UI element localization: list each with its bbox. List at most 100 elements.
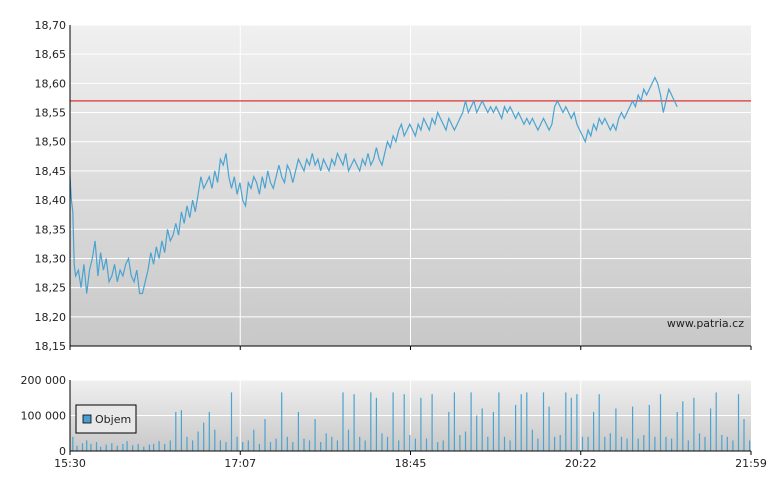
price-x-axis (69, 25, 752, 350)
volume-bar (203, 422, 205, 451)
price-y-tick-label: 18,20 (35, 311, 67, 324)
volume-bar (247, 440, 249, 451)
legend-swatch (82, 414, 92, 424)
volume-y-tick-label: 200 000 (21, 374, 67, 387)
volume-bar (320, 442, 322, 451)
volume-bar (381, 433, 383, 452)
volume-bar (308, 440, 311, 451)
volume-bar (95, 442, 98, 451)
volume-bar (643, 435, 645, 451)
volume-bar (498, 392, 500, 451)
volume-bar (626, 438, 628, 451)
volume-bar (76, 445, 78, 451)
price-line (69, 76, 678, 295)
price-y-tick-label: 18,25 (35, 282, 67, 295)
volume-bar (281, 392, 283, 451)
volume-y-axis: 0 100 000 200 000 (21, 374, 67, 458)
volume-bar (531, 429, 533, 451)
price-y-tick-label: 18,60 (35, 77, 67, 90)
volume-bar (671, 438, 673, 451)
volume-bar (111, 443, 113, 451)
volume-bar (442, 440, 444, 451)
volume-bar (620, 436, 623, 451)
volume-bar (676, 411, 678, 451)
price-y-tick-label: 18,35 (35, 223, 67, 236)
volume-bar (286, 436, 288, 451)
x-tick-label: 20:22 (565, 457, 597, 470)
volume-bar (425, 438, 428, 451)
volume-bar (520, 394, 522, 451)
volume-bar (659, 394, 662, 451)
volume-bar (604, 436, 606, 451)
volume-bar (487, 436, 489, 451)
volume-bar (253, 429, 255, 451)
x-tick-label: 15:30 (54, 457, 86, 470)
volume-bar (398, 440, 400, 451)
volume-bar (164, 443, 166, 451)
volume-bar (721, 435, 723, 451)
volume-bar (570, 397, 572, 452)
volume-bar (122, 443, 124, 451)
volume-bar (459, 435, 461, 451)
price-y-tick-label: 18,55 (35, 107, 67, 120)
volume-bar (698, 433, 701, 452)
volume-bar (126, 441, 128, 451)
volume-bar (526, 392, 528, 451)
volume-bar (347, 429, 350, 451)
volume-bar (169, 440, 171, 451)
volume-bar (464, 431, 467, 451)
price-y-tick-label: 18,40 (35, 194, 67, 207)
volume-bar (515, 404, 517, 451)
volume-bar (175, 411, 177, 451)
volume-bar (197, 431, 199, 451)
price-y-axis: 18,15 18,20 18,25 18,30 18,35 18,40 18,45 18,50… (35, 19, 67, 353)
volume-bar (565, 392, 567, 451)
volume-y-tick-label: 0 (59, 445, 66, 458)
volume-bar (542, 392, 545, 451)
volume-bar (576, 394, 578, 451)
volume-bar (609, 433, 611, 452)
volume-bar (297, 411, 299, 451)
volume-bar (414, 438, 416, 451)
volume-bar (158, 441, 160, 451)
volume-bar (275, 438, 277, 451)
volume-bar (258, 443, 260, 451)
volume-bar (137, 443, 139, 451)
volume-bar (687, 440, 689, 451)
volume-bar (715, 392, 717, 451)
volume-bar (732, 440, 734, 451)
volume-bar (431, 394, 433, 451)
volume-bar (148, 444, 150, 451)
volume-bar (693, 397, 695, 452)
price-y-tick-label: 18,70 (35, 19, 67, 32)
volume-bars (72, 392, 751, 452)
volume-bar (593, 411, 595, 451)
volume-bar (386, 436, 389, 451)
volume-bar (219, 440, 221, 451)
volume-bar (710, 408, 712, 451)
legend: Objem (75, 404, 137, 434)
price-grid (70, 24, 751, 347)
volume-bar (230, 392, 233, 451)
volume-bar (353, 394, 355, 451)
legend-label: Objem (95, 413, 131, 426)
volume-bar (186, 436, 188, 451)
price-y-tick-label: 18,45 (35, 165, 67, 178)
volume-bar (492, 411, 494, 451)
price-y-tick-label: 18,15 (35, 340, 67, 353)
volume-bar (364, 440, 366, 451)
volume-bar (559, 435, 561, 451)
volume-bar (453, 392, 455, 451)
volume-bar (476, 415, 478, 451)
volume-bar (375, 397, 377, 452)
volume-bar (331, 436, 333, 451)
price-y-tick-label: 18,65 (35, 48, 67, 61)
volume-bar (448, 411, 450, 451)
volume-bar (648, 404, 650, 451)
volume-bar (537, 438, 539, 451)
volume-bar (581, 436, 584, 451)
volume-bar (370, 392, 372, 451)
volume-bar (409, 435, 411, 451)
volume-bar (225, 442, 227, 451)
